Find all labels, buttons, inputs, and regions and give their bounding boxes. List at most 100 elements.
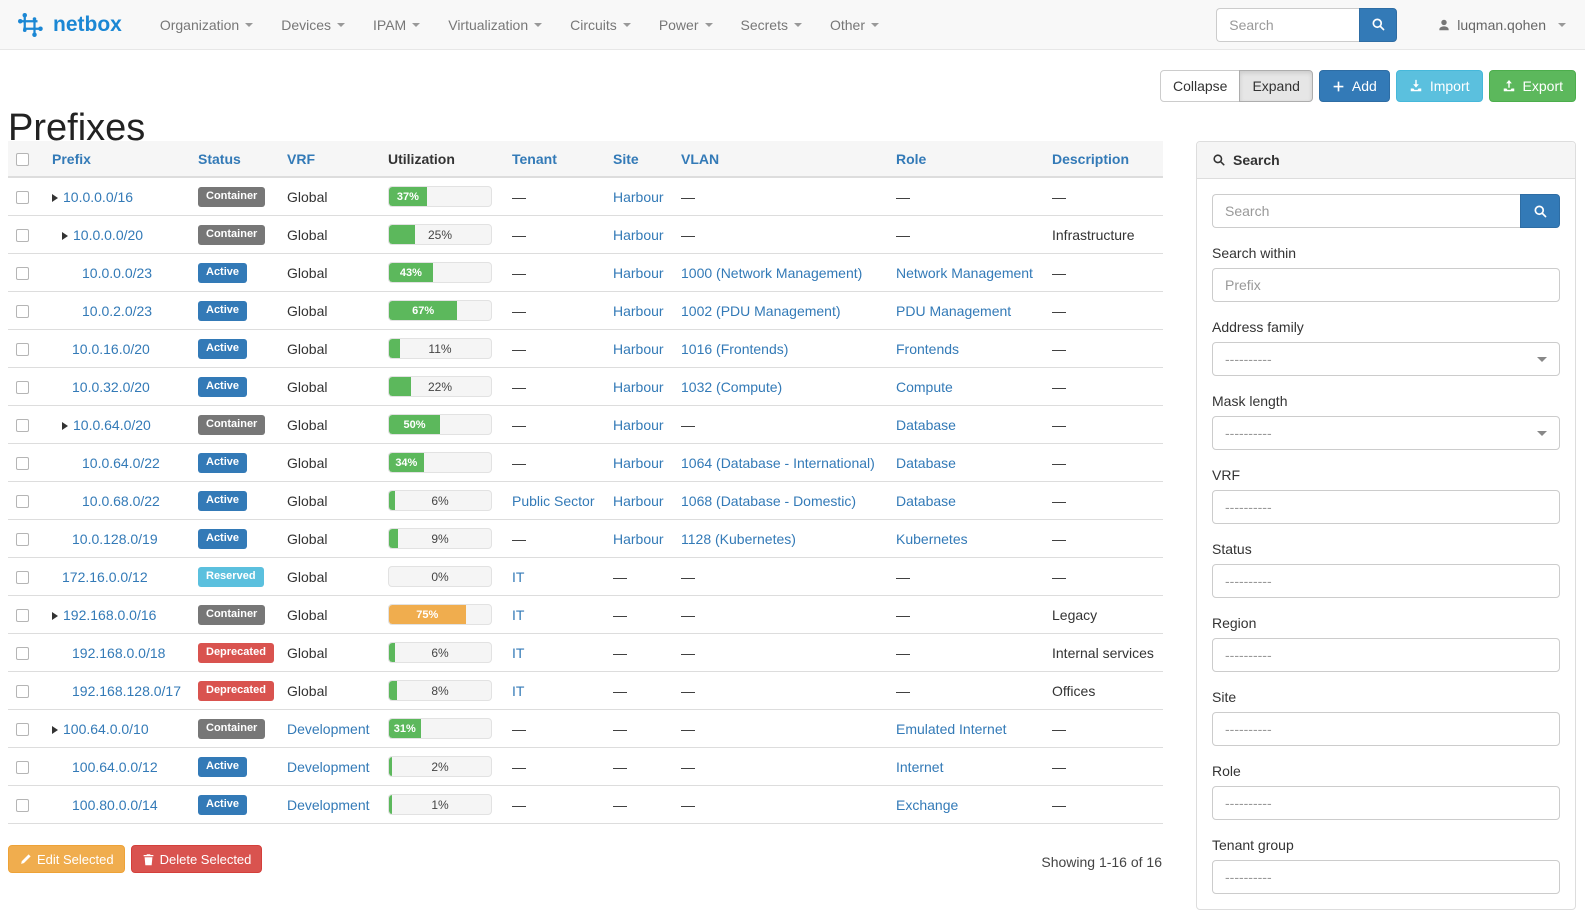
prefix-link[interactable]: 10.0.0.0/23 [82, 264, 153, 281]
row-checkbox[interactable] [16, 229, 29, 243]
role-link[interactable]: Database [896, 492, 956, 509]
prefix-link[interactable]: 10.0.16.0/20 [72, 340, 150, 357]
prefix-link[interactable]: 10.0.0.0/16 [63, 188, 134, 205]
expand-caret-icon[interactable] [62, 421, 68, 430]
site-link[interactable]: Harbour [613, 226, 664, 243]
site-link[interactable]: Harbour [613, 378, 664, 395]
expand-caret-icon[interactable] [52, 611, 58, 620]
vrf-link[interactable]: Development [287, 720, 370, 737]
prefix-link[interactable]: 172.16.0.0/12 [62, 568, 148, 585]
site-link[interactable]: Harbour [613, 264, 664, 281]
column-header-vrf[interactable]: VRF [279, 141, 380, 178]
site-link[interactable]: Harbour [613, 302, 664, 319]
add-button[interactable]: Add [1318, 70, 1390, 102]
select-all-checkbox[interactable] [16, 153, 29, 167]
site-link[interactable]: Harbour [613, 340, 664, 357]
row-checkbox[interactable] [16, 647, 29, 661]
row-checkbox[interactable] [16, 685, 29, 699]
role-link[interactable]: Database [896, 454, 956, 471]
filter-role-select[interactable]: ---------- [1212, 786, 1560, 820]
vlan-link[interactable]: 1128 (Kubernetes) [681, 530, 796, 547]
edit-selected-button[interactable]: Edit Selected [8, 845, 125, 873]
role-link[interactable]: Kubernetes [896, 530, 968, 547]
role-link[interactable]: Frontends [896, 340, 960, 357]
prefix-link[interactable]: 10.0.64.0/20 [73, 416, 151, 433]
role-link[interactable]: Compute [896, 378, 953, 395]
column-header-vlan[interactable]: VLAN [673, 141, 888, 178]
role-link[interactable]: Network Management [896, 264, 1033, 281]
prefix-link[interactable]: 100.64.0.0/10 [63, 720, 149, 737]
site-link[interactable]: Harbour [613, 454, 664, 471]
role-link[interactable]: Emulated Internet [896, 720, 1007, 737]
column-header-description[interactable]: Description [1044, 141, 1163, 178]
row-checkbox[interactable] [16, 723, 29, 737]
expand-caret-icon[interactable] [52, 725, 58, 734]
filter-address-family-select[interactable]: ---------- [1212, 342, 1560, 376]
role-link[interactable]: PDU Management [896, 302, 1012, 319]
column-header-site[interactable]: Site [605, 141, 673, 178]
navbar-search-button[interactable] [1359, 7, 1398, 42]
prefix-link[interactable]: 10.0.2.0/23 [82, 302, 153, 319]
row-checkbox[interactable] [16, 419, 29, 433]
row-checkbox[interactable] [16, 305, 29, 319]
nav-menu-secrets[interactable]: Secrets [727, 0, 816, 50]
row-checkbox[interactable] [16, 761, 29, 775]
vlan-link[interactable]: 1068 (Database - Domestic) [681, 492, 857, 509]
tenant-link[interactable]: IT [512, 644, 525, 661]
prefix-link[interactable]: 192.168.128.0/17 [72, 682, 181, 699]
tenant-link[interactable]: Public Sector [512, 492, 595, 509]
vlan-link[interactable]: 1002 (PDU Management) [681, 302, 841, 319]
vrf-link[interactable]: Development [287, 796, 370, 813]
site-link[interactable]: Harbour [613, 188, 664, 205]
vrf-link[interactable]: Development [287, 758, 370, 775]
netbox-brand[interactable]: netbox [15, 10, 122, 40]
expand-caret-icon[interactable] [62, 231, 68, 240]
site-link[interactable]: Harbour [613, 416, 664, 433]
column-header-prefix[interactable]: Prefix [44, 141, 190, 178]
column-header-status[interactable]: Status [190, 141, 279, 178]
sidebar-search-button[interactable] [1520, 194, 1560, 228]
nav-menu-organization[interactable]: Organization [146, 0, 267, 50]
expand-caret-icon[interactable] [52, 193, 58, 202]
filter-search-within-input[interactable] [1212, 268, 1560, 302]
filter-site-select[interactable]: ---------- [1212, 712, 1560, 746]
row-checkbox[interactable] [16, 799, 29, 813]
prefix-link[interactable]: 10.0.68.0/22 [82, 492, 160, 509]
role-link[interactable]: Exchange [896, 796, 959, 813]
row-checkbox[interactable] [16, 191, 29, 205]
prefix-link[interactable]: 10.0.32.0/20 [72, 378, 150, 395]
row-checkbox[interactable] [16, 495, 29, 509]
prefix-link[interactable]: 100.64.0.0/12 [72, 758, 158, 775]
role-link[interactable]: Internet [896, 758, 944, 775]
nav-menu-ipam[interactable]: IPAM [359, 0, 434, 50]
nav-menu-virtualization[interactable]: Virtualization [434, 0, 556, 50]
nav-menu-other[interactable]: Other [816, 0, 893, 50]
nav-menu-circuits[interactable]: Circuits [556, 0, 645, 50]
row-checkbox[interactable] [16, 533, 29, 547]
row-checkbox[interactable] [16, 381, 29, 395]
navbar-search-input[interactable] [1216, 7, 1360, 42]
filter-vrf-select[interactable]: ---------- [1212, 490, 1560, 524]
role-link[interactable]: Database [896, 416, 956, 433]
row-checkbox[interactable] [16, 457, 29, 471]
site-link[interactable]: Harbour [613, 530, 664, 547]
filter-region-select[interactable]: ---------- [1212, 638, 1560, 672]
sidebar-search-input[interactable] [1212, 194, 1520, 228]
prefix-link[interactable]: 10.0.128.0/19 [72, 530, 158, 547]
tenant-link[interactable]: IT [512, 606, 525, 623]
prefix-link[interactable]: 10.0.64.0/22 [82, 454, 160, 471]
prefix-link[interactable]: 100.80.0.0/14 [72, 796, 158, 813]
row-checkbox[interactable] [16, 343, 29, 357]
row-checkbox[interactable] [16, 609, 29, 623]
tenant-link[interactable]: IT [512, 682, 525, 699]
column-header-role[interactable]: Role [888, 141, 1044, 178]
prefix-link[interactable]: 192.168.0.0/16 [63, 606, 157, 623]
row-checkbox[interactable] [16, 571, 29, 585]
delete-selected-button[interactable]: Delete Selected [130, 845, 263, 873]
tenant-link[interactable]: IT [512, 568, 525, 585]
column-header-tenant[interactable]: Tenant [504, 141, 605, 178]
nav-menu-power[interactable]: Power [645, 0, 727, 50]
vlan-link[interactable]: 1016 (Frontends) [681, 340, 789, 357]
prefix-link[interactable]: 192.168.0.0/18 [72, 644, 166, 661]
vlan-link[interactable]: 1000 (Network Management) [681, 264, 863, 281]
